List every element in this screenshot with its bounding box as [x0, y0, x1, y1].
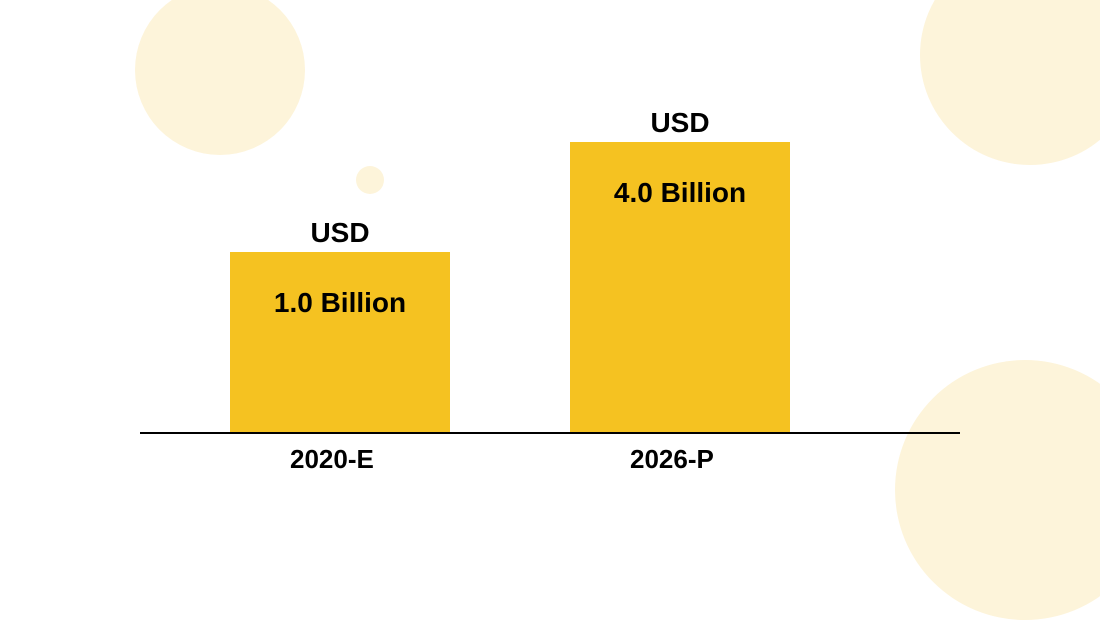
- category-label-2020: 2020-E: [290, 444, 374, 475]
- bg-circle-3: [920, 0, 1100, 165]
- value-line1-2020: USD: [310, 217, 369, 248]
- value-line2-2020: 1.0 Billion: [274, 287, 406, 318]
- chart-baseline: [140, 432, 960, 434]
- value-label-2026: USD 4.0 Billion: [570, 70, 790, 210]
- bg-circle-1: [135, 0, 305, 155]
- category-label-2026: 2026-P: [630, 444, 714, 475]
- value-line2-2026: 4.0 Billion: [614, 177, 746, 208]
- value-line1-2026: USD: [650, 107, 709, 138]
- value-label-2020: USD 1.0 Billion: [230, 180, 450, 320]
- bg-circle-4: [895, 360, 1100, 620]
